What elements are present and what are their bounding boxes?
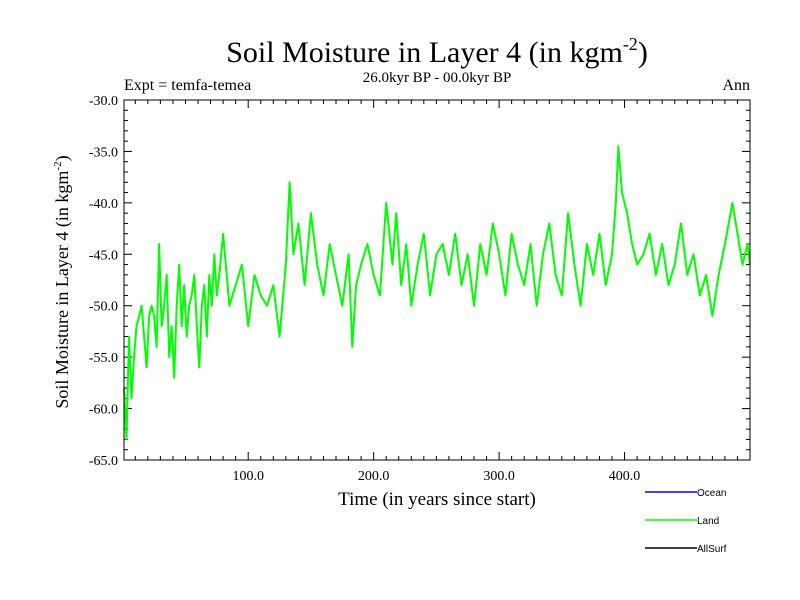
- chart-title-close: ): [638, 36, 648, 69]
- y-tick-label: -30.0: [89, 94, 118, 109]
- period-label: Ann: [722, 77, 750, 94]
- y-tick-label: -65.0: [89, 454, 118, 469]
- y-axis-label: Soil Moisture in Layer 4 (in kgm-2): [52, 155, 73, 408]
- series-group: [123, 145, 751, 441]
- y-tick-label: -40.0: [89, 197, 118, 212]
- plot-frame: [123, 99, 751, 461]
- y-tick-label: -45.0: [89, 248, 118, 263]
- x-tick-label: 400.0: [609, 469, 641, 484]
- y-tick-label: -55.0: [89, 351, 118, 366]
- y-axis-label-main: Soil Moisture in Layer 4 (in kgm: [52, 171, 73, 409]
- x-axis-label: Time (in years since start): [338, 489, 536, 510]
- series-line-land: [123, 145, 751, 441]
- x-tick-label: 300.0: [483, 469, 515, 484]
- expt-label: Expt = temfa-temea: [124, 77, 251, 94]
- y-tick-label: -50.0: [89, 300, 118, 315]
- y-tick-label: -35.0: [89, 145, 118, 160]
- y-tick-label: -60.0: [89, 403, 118, 418]
- chart-subtitle: 26.0kyr BP - 00.0kyr BP: [363, 70, 512, 86]
- chart-title-superscript: -2: [623, 34, 638, 54]
- x-tick-label: 100.0: [232, 469, 264, 484]
- legend-label-ocean: Ocean: [697, 488, 726, 499]
- minor-ticks: [124, 100, 750, 460]
- tick-labels: 100.0 200.0 300.0 400.0 -30.0 -35.0 -40.0 -45.0…: [89, 94, 640, 484]
- chart-title: Soil Moisture in Layer 4 (in kgm-2): [226, 34, 648, 69]
- y-axis-label-close: ): [52, 155, 73, 161]
- legend-label-land: Land: [697, 516, 719, 527]
- legend-label-allsurf: AllSurf: [697, 544, 727, 555]
- x-tick-label: 200.0: [358, 469, 390, 484]
- y-axis-label-superscript: -2: [52, 161, 64, 170]
- legend: Ocean Land AllSurf: [645, 488, 727, 555]
- chart-title-main: Soil Moisture in Layer 4 (in kgm: [226, 36, 623, 69]
